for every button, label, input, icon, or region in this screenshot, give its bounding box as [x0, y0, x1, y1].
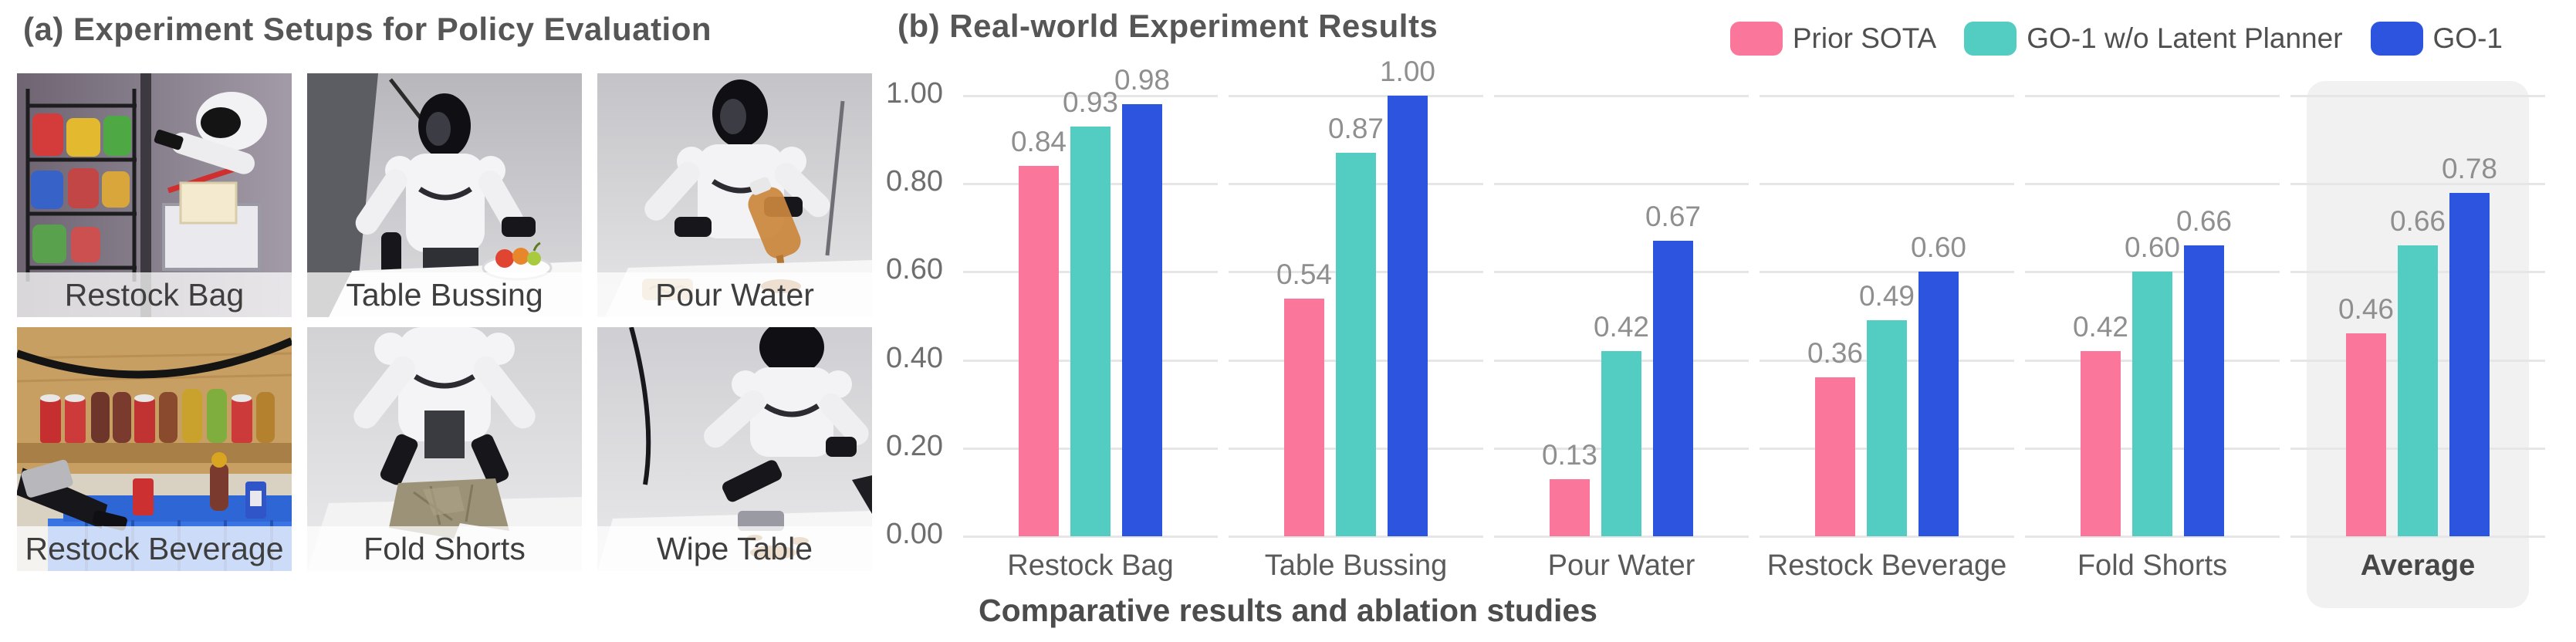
gridline — [1760, 536, 2014, 538]
bar-prior-sota — [1019, 166, 1059, 536]
bar-go-1-w-o-latent-planner — [1867, 320, 1907, 536]
figure-caption: Comparative results and ablation studies — [979, 593, 1597, 628]
bar-value-label: 0.49 — [1858, 280, 1915, 312]
bar-prior-sota — [2081, 351, 2121, 536]
bar-value-label: 0.60 — [1910, 231, 1966, 263]
gridline — [1494, 536, 1749, 538]
bar-go-1-w-o-latent-planner — [2132, 272, 2172, 536]
bar-value-label: 0.54 — [1276, 258, 1332, 290]
bar-prior-sota — [2346, 333, 2386, 536]
gridline — [963, 95, 1218, 97]
photo-card-wipe-table: Wipe Table — [597, 327, 872, 571]
photo-card-restock-bag: Restock Bag — [17, 73, 292, 317]
gridline — [963, 536, 1218, 538]
photo-card-pour-water: Pour Water — [597, 73, 872, 317]
bar-go-1-w-o-latent-planner — [1070, 127, 1111, 536]
x-category-label: Table Bussing — [1264, 549, 1448, 582]
bar-value-label: 0.60 — [2124, 231, 2180, 263]
legend-swatch — [1964, 22, 2017, 56]
bar-go-1 — [1918, 272, 1959, 536]
x-category-label: Restock Beverage — [1766, 549, 2007, 582]
bar-go-1 — [2184, 245, 2224, 536]
gridline — [2025, 536, 2280, 538]
bar-go-1-w-o-latent-planner — [1336, 153, 1376, 536]
y-tick-label: 0.60 — [886, 253, 943, 286]
bar-value-label: 0.87 — [1327, 113, 1384, 144]
gridline — [2025, 183, 2280, 185]
gridline — [1494, 271, 1749, 273]
legend-item: GO-1 — [2370, 22, 2503, 56]
gridline — [1229, 536, 1483, 538]
legend-label: GO-1 — [2432, 22, 2503, 54]
gridline — [1760, 95, 2014, 97]
legend-swatch — [1729, 22, 1783, 56]
bar-prior-sota — [1284, 299, 1324, 536]
legend-item: GO-1 w/o Latent Planner — [1964, 22, 2343, 56]
bar-value-label: 0.42 — [1593, 311, 1649, 343]
bar-go-1 — [1653, 241, 1693, 536]
y-tick-label: 0.80 — [886, 165, 943, 198]
legend-label: GO-1 w/o Latent Planner — [2027, 22, 2343, 54]
bar-value-label: 0.93 — [1062, 86, 1118, 118]
legend-label: Prior SOTA — [1792, 22, 1937, 54]
bar-value-label: 0.66 — [2389, 205, 2446, 237]
bar-value-label: 0.84 — [1010, 126, 1067, 157]
bar-prior-sota — [1815, 377, 1855, 536]
x-category-label: Restock Bag — [1007, 549, 1174, 582]
y-tick-label: 0.40 — [886, 342, 943, 374]
photo-label: Table Bussing — [307, 272, 582, 317]
gridline — [1229, 95, 1483, 97]
gridline — [1760, 183, 2014, 185]
bar-value-label: 0.36 — [1807, 337, 1863, 369]
bar-prior-sota — [1550, 479, 1590, 536]
x-category-label: Pour Water — [1547, 549, 1695, 582]
bar-value-label: 0.78 — [2441, 153, 2497, 184]
legend-swatch — [2370, 22, 2423, 56]
bar-go-1 — [1388, 96, 1428, 536]
bar-value-label: 1.00 — [1379, 56, 1435, 87]
bar-value-label: 0.67 — [1645, 201, 1701, 232]
y-tick-label: 0.20 — [886, 430, 943, 462]
bar-go-1 — [2449, 193, 2490, 536]
x-category-label: Fold Shorts — [2077, 549, 2228, 582]
bar-go-1-w-o-latent-planner — [1601, 351, 1641, 536]
photo-card-fold-shorts: Fold Shorts — [307, 327, 582, 571]
bar-value-label: 0.98 — [1114, 64, 1170, 96]
panel-a-title: (a) Experiment Setups for Policy Evaluat… — [23, 11, 712, 47]
photo-label: Pour Water — [597, 272, 872, 317]
gridline — [1494, 183, 1749, 185]
bar-go-1 — [1122, 104, 1162, 536]
gridline — [1760, 271, 2014, 273]
photo-label: Wipe Table — [597, 526, 872, 571]
experiment-photo-grid: Restock Bag Table Bussing Pour Water — [17, 73, 872, 571]
gridline — [2290, 536, 2545, 538]
bar-go-1-w-o-latent-planner — [2398, 245, 2438, 536]
gridline — [1494, 95, 1749, 97]
y-tick-label: 1.00 — [886, 77, 943, 110]
photo-label: Fold Shorts — [307, 526, 582, 571]
x-category-label: Average — [2360, 549, 2476, 582]
photo-card-restock-beverage: Restock Beverage — [17, 327, 292, 571]
panel-b-title: (b) Real-world Experiment Results — [898, 8, 1438, 44]
bar-value-label: 0.46 — [2338, 293, 2394, 325]
bar-value-label: 0.13 — [1541, 439, 1597, 471]
gridline — [2290, 95, 2545, 97]
bar-value-label: 0.66 — [2175, 205, 2232, 237]
bar-value-label: 0.42 — [2072, 311, 2128, 343]
photo-label: Restock Beverage — [17, 526, 292, 571]
y-tick-label: 0.00 — [886, 518, 943, 550]
chart-legend: Prior SOTA GO-1 w/o Latent Planner GO-1 — [1729, 22, 2503, 56]
photo-card-table-bussing: Table Bussing — [307, 73, 582, 317]
gridline — [2025, 95, 2280, 97]
legend-item: Prior SOTA — [1729, 22, 1937, 56]
photo-label: Restock Bag — [17, 272, 292, 317]
gridline — [2290, 183, 2545, 185]
